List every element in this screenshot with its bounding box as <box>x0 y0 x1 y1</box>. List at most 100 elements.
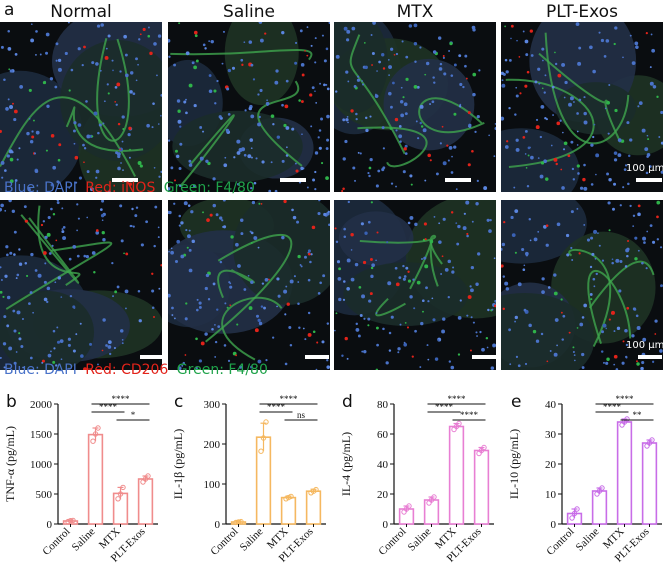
cell-nucleus <box>506 140 509 143</box>
cell-nucleus <box>176 154 180 159</box>
cell-nucleus <box>6 154 10 158</box>
cell-nucleus <box>306 54 309 57</box>
cell-nucleus <box>405 77 409 81</box>
cell-nucleus <box>119 148 121 151</box>
cell-nucleus <box>403 342 408 347</box>
cell-nucleus <box>522 30 525 33</box>
cell-nucleus <box>440 273 443 275</box>
cell-nucleus <box>466 232 469 236</box>
cell-nucleus <box>370 274 374 279</box>
cell-nucleus <box>561 338 564 341</box>
cell-nucleus <box>102 122 105 125</box>
cell-nucleus <box>0 207 3 212</box>
x-tick-label: Saline <box>238 526 266 554</box>
cell-nucleus <box>448 360 451 363</box>
cell-nucleus <box>114 100 117 103</box>
cell-nucleus <box>142 27 146 32</box>
cell-nucleus <box>31 135 35 139</box>
cell-nucleus <box>467 111 471 115</box>
cell-nucleus <box>50 350 52 353</box>
cell-nucleus <box>563 141 568 146</box>
cell-nucleus <box>13 361 17 365</box>
cell-nucleus <box>523 264 526 267</box>
cell-nucleus <box>83 147 87 150</box>
cell-nucleus <box>625 343 629 347</box>
cell-nucleus <box>318 146 322 150</box>
cell-nucleus <box>399 323 402 326</box>
cell-nucleus <box>5 245 9 249</box>
cell-nucleus <box>56 326 59 329</box>
cell-nucleus <box>132 225 135 228</box>
cell-nucleus <box>4 315 7 318</box>
cell-nucleus <box>545 177 549 181</box>
cell-nucleus <box>213 89 217 93</box>
cell-nucleus <box>255 314 260 318</box>
cell-nucleus <box>390 182 394 185</box>
cell-nucleus <box>335 240 339 244</box>
cell-nucleus <box>258 321 263 326</box>
tissue-region <box>0 290 94 370</box>
cell-nucleus <box>86 170 90 174</box>
cell-nucleus <box>590 298 593 301</box>
cell-nucleus <box>438 67 443 71</box>
bar <box>305 490 322 525</box>
cell-nucleus <box>562 148 566 151</box>
cell-nucleus <box>35 54 37 56</box>
cell-nucleus <box>174 179 176 182</box>
cell-nucleus <box>457 316 462 320</box>
cell-nucleus <box>28 117 31 120</box>
cell-nucleus <box>424 238 427 241</box>
cell-nucleus <box>433 81 436 84</box>
cell-nucleus <box>565 233 570 238</box>
cell-nucleus <box>264 277 269 282</box>
scale-bar <box>445 178 471 182</box>
cell-nucleus <box>544 74 547 77</box>
micrograph-texture <box>168 200 330 370</box>
cell-nucleus <box>355 112 358 116</box>
bar <box>137 478 154 525</box>
cell-nucleus <box>557 73 562 78</box>
cell-nucleus <box>325 176 329 180</box>
cell-nucleus <box>222 200 226 202</box>
cell-nucleus <box>291 127 295 131</box>
cell-nucleus <box>371 263 375 268</box>
cell-nucleus <box>3 78 6 81</box>
cell-nucleus <box>33 152 37 155</box>
cell-nucleus <box>636 326 641 330</box>
cell-nucleus <box>195 59 199 63</box>
cell-nucleus <box>624 265 628 268</box>
cell-nucleus <box>416 85 420 89</box>
cell-nucleus <box>398 125 402 128</box>
cell-nucleus <box>122 169 124 171</box>
cell-nucleus <box>405 55 409 59</box>
cell-nucleus <box>519 92 522 95</box>
cell-nucleus <box>501 264 504 268</box>
cell-nucleus <box>562 131 564 134</box>
cell-nucleus <box>7 98 10 101</box>
cell-nucleus <box>35 130 40 135</box>
cell-nucleus <box>9 104 14 109</box>
cell-nucleus <box>432 76 435 79</box>
cell-nucleus <box>146 123 150 128</box>
cell-nucleus <box>116 82 121 87</box>
cell-nucleus <box>431 297 434 300</box>
cell-nucleus <box>357 151 360 154</box>
cell-nucleus <box>508 106 511 110</box>
cell-nucleus <box>641 261 644 265</box>
cell-nucleus <box>525 251 529 256</box>
cell-nucleus <box>413 307 416 310</box>
cell-nucleus <box>569 96 574 101</box>
cell-nucleus <box>521 247 525 252</box>
cell-nucleus <box>326 87 330 91</box>
cell-nucleus <box>394 117 399 122</box>
cell-nucleus <box>354 179 357 182</box>
cell-nucleus <box>47 215 51 220</box>
cell-nucleus <box>443 72 447 76</box>
cell-nucleus <box>180 221 184 225</box>
cell-nucleus <box>351 26 356 31</box>
cell-nucleus <box>304 255 307 259</box>
cell-nucleus <box>568 331 571 334</box>
cell-nucleus <box>198 301 202 305</box>
data-point <box>481 444 487 451</box>
cell-nucleus <box>41 359 45 363</box>
